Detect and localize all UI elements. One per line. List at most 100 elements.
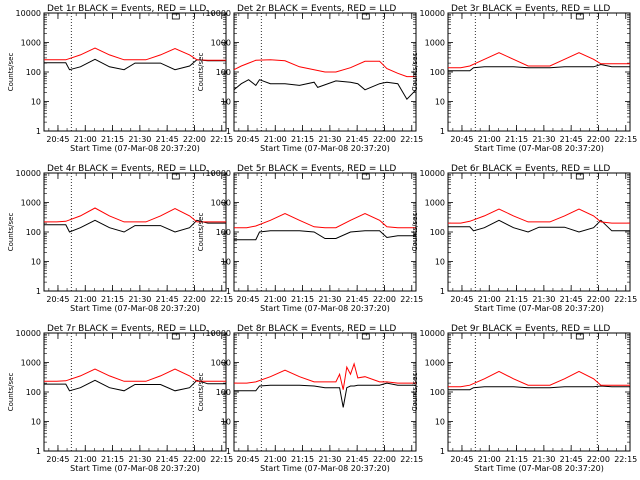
y-tick-label: 10 xyxy=(435,98,445,107)
x-tick-label: 21:45 xyxy=(560,295,583,304)
x-tick-label: 21:15 xyxy=(505,295,528,304)
x-tick-label: 21:30 xyxy=(318,455,341,464)
y-tick-label: 10000 xyxy=(16,169,41,178)
events-series-line xyxy=(234,382,416,408)
y-tick-label: 10000 xyxy=(206,329,231,338)
x-tick-label: 22:15 xyxy=(210,295,233,304)
x-tick-label: 21:45 xyxy=(156,295,179,304)
x-tick-label: 22:15 xyxy=(614,295,637,304)
marker-box xyxy=(575,13,584,20)
y-tick-label: 1000 xyxy=(211,359,231,368)
chart-title: Det 3r BLACK = Events, RED = LLD xyxy=(451,4,610,14)
chart-panel-2: Det 2r BLACK = Events, RED = LLD Counts/s… xyxy=(197,4,423,153)
x-tick-label: 21:45 xyxy=(156,135,179,144)
chart-title: Det 9r BLACK = Events, RED = LLD xyxy=(451,324,610,334)
x-tick-label: 21:15 xyxy=(291,295,314,304)
y-axis-label: Counts/sec xyxy=(7,213,15,252)
y-tick-label: 10000 xyxy=(420,329,445,338)
y-tick-label: 1000 xyxy=(425,39,445,48)
x-tick-label: 22:00 xyxy=(373,135,396,144)
x-tick-label: 22:15 xyxy=(400,295,423,304)
y-axis-label: Counts/sec xyxy=(197,53,205,92)
y-tick-label: 1 xyxy=(226,287,231,296)
x-tick-label: 21:15 xyxy=(101,455,124,464)
x-axis-label: Start Time (07-Mar-08 20:37:20) xyxy=(474,144,604,153)
lld-series-line xyxy=(448,370,630,388)
y-tick-label: 1000 xyxy=(21,359,41,368)
x-tick-label: 20:45 xyxy=(236,455,259,464)
x-tick-label: 21:00 xyxy=(264,455,287,464)
y-axis-label: Counts/sec xyxy=(7,53,15,92)
y-tick-label: 100 xyxy=(430,68,445,77)
y-tick-label: 10000 xyxy=(206,169,231,178)
y-axis-label: Counts/sec xyxy=(411,213,419,252)
x-tick-label: 22:00 xyxy=(587,295,610,304)
x-tick-label: 21:15 xyxy=(291,135,314,144)
x-tick-label: 21:00 xyxy=(478,135,501,144)
y-tick-label: 100 xyxy=(216,388,231,397)
events-series-line xyxy=(44,379,226,392)
chart-panel-3: Det 3r BLACK = Events, RED = LLD Counts/s… xyxy=(411,4,637,153)
x-tick-label: 22:15 xyxy=(210,135,233,144)
lld-series-line xyxy=(448,52,630,69)
x-tick-label: 21:15 xyxy=(291,455,314,464)
x-tick-label: 21:15 xyxy=(505,455,528,464)
events-series-line xyxy=(233,79,417,101)
x-tick-label: 21:45 xyxy=(560,135,583,144)
y-tick-label: 10 xyxy=(31,98,41,107)
plot-frame xyxy=(447,172,631,292)
chart-title: Det 6r BLACK = Events, RED = LLD xyxy=(451,164,610,174)
x-tick-label: 20:45 xyxy=(46,295,69,304)
x-tick-label: 21:45 xyxy=(560,455,583,464)
x-tick-label: 21:00 xyxy=(74,135,97,144)
x-tick-label: 22:15 xyxy=(210,455,233,464)
y-tick-label: 1 xyxy=(440,287,445,296)
chart-panel-6: Det 6r BLACK = Events, RED = LLD Counts/s… xyxy=(411,164,637,313)
y-axis-label: Counts/sec xyxy=(411,373,419,412)
y-tick-label: 10000 xyxy=(16,9,41,18)
y-tick-label: 1 xyxy=(440,127,445,136)
x-tick-label: 21:30 xyxy=(128,135,151,144)
x-tick-label: 21:45 xyxy=(346,295,369,304)
x-tick-label: 21:00 xyxy=(74,295,97,304)
y-axis-label: Counts/sec xyxy=(197,213,205,252)
y-tick-label: 10000 xyxy=(206,9,231,18)
x-tick-label: 20:45 xyxy=(236,295,259,304)
y-tick-label: 1 xyxy=(36,447,41,456)
x-axis-label: Start Time (07-Mar-08 20:37:20) xyxy=(260,304,390,313)
y-tick-label: 100 xyxy=(216,68,231,77)
x-axis-label: Start Time (07-Mar-08 20:37:20) xyxy=(474,464,604,473)
events-series-line xyxy=(448,385,630,391)
chart-panel-4: Det 4r BLACK = Events, RED = LLD Counts/s… xyxy=(7,164,233,313)
y-tick-label: 10 xyxy=(31,418,41,427)
chart-title: Det 5r BLACK = Events, RED = LLD xyxy=(237,164,396,174)
lld-series-line xyxy=(234,362,416,390)
y-tick-label: 1 xyxy=(226,447,231,456)
x-axis-label: Start Time (07-Mar-08 20:37:20) xyxy=(474,304,604,313)
y-tick-label: 1 xyxy=(36,287,41,296)
y-tick-label: 10 xyxy=(221,98,231,107)
lld-series-line xyxy=(233,59,416,78)
y-tick-label: 100 xyxy=(26,228,41,237)
y-tick-label: 1000 xyxy=(21,39,41,48)
y-axis-label: Counts/sec xyxy=(197,373,205,412)
chart-panel-1: Det 1r BLACK = Events, RED = LLD Counts/s… xyxy=(7,4,233,153)
y-tick-label: 100 xyxy=(430,228,445,237)
marker-box xyxy=(361,333,370,340)
y-tick-label: 1 xyxy=(226,127,231,136)
x-axis-label: Start Time (07-Mar-08 20:37:20) xyxy=(70,144,200,153)
chart-panel-5: Det 5r BLACK = Events, RED = LLD Counts/s… xyxy=(197,164,423,313)
chart-title: Det 2r BLACK = Events, RED = LLD xyxy=(237,4,396,14)
lld-series-line xyxy=(44,368,226,382)
x-tick-label: 21:30 xyxy=(128,295,151,304)
marker-box xyxy=(171,13,180,20)
x-tick-label: 21:00 xyxy=(74,455,97,464)
events-series-line xyxy=(234,230,416,241)
x-tick-label: 22:15 xyxy=(400,455,423,464)
y-tick-label: 1000 xyxy=(211,39,231,48)
marker-box xyxy=(575,333,584,340)
x-tick-label: 21:00 xyxy=(264,295,287,304)
x-tick-label: 21:00 xyxy=(264,135,287,144)
y-tick-label: 10 xyxy=(435,418,445,427)
